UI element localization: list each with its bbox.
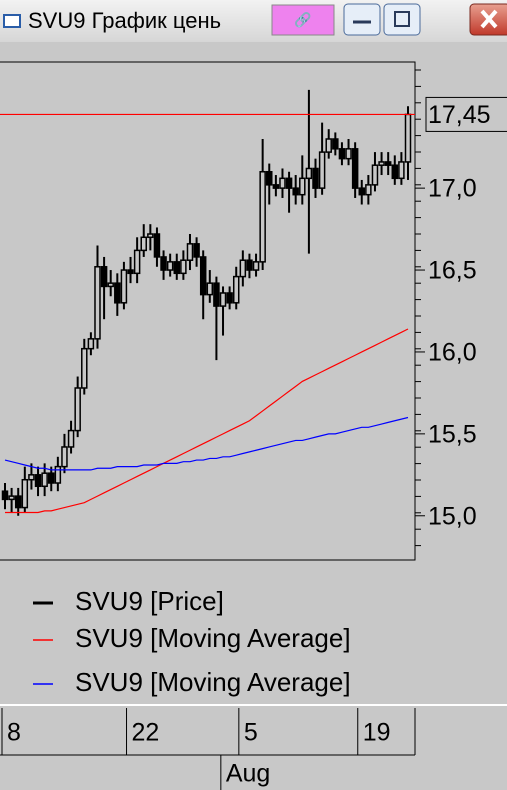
candle-body	[219, 292, 227, 307]
candle-body	[206, 282, 214, 296]
candle-body	[114, 282, 121, 304]
minimize-button[interactable]	[343, 3, 381, 36]
candle-body	[54, 465, 62, 484]
candle-body	[266, 171, 273, 186]
candle-body	[133, 249, 141, 275]
candle-body	[21, 478, 29, 509]
y-tick-label: 16,5	[428, 257, 477, 285]
candle-body	[94, 266, 101, 340]
legend-label: SVU9 [Moving Average]	[75, 667, 351, 697]
candle-body	[186, 243, 194, 261]
candle-body	[120, 269, 128, 304]
candle-body	[41, 472, 48, 488]
candle-body	[299, 177, 306, 196]
maximize-button[interactable]	[383, 3, 421, 36]
candle-body	[358, 187, 366, 196]
candle-body	[173, 261, 181, 275]
candle-body	[107, 282, 114, 288]
candle-body	[404, 113, 412, 163]
candle-body	[279, 177, 286, 189]
legend-label: SVU9 [Moving Average]	[75, 623, 351, 653]
candle-body	[166, 261, 174, 271]
x-tick-label: 5	[244, 719, 258, 747]
candle-body	[398, 161, 405, 180]
candle-body	[332, 138, 339, 150]
candle-body	[74, 387, 81, 432]
candle-body	[259, 171, 266, 263]
window-icon	[3, 14, 21, 28]
title-bar	[0, 0, 507, 42]
candle-body	[338, 148, 346, 160]
candle-body	[81, 347, 88, 389]
candle-body	[47, 472, 55, 484]
candle-body	[147, 233, 154, 239]
candle-body	[325, 138, 332, 153]
candle-body	[180, 259, 187, 275]
candle-body	[213, 282, 220, 307]
moving-average-line	[5, 328, 409, 514]
last-price-box	[425, 96, 507, 132]
candle-body	[239, 259, 247, 278]
candle-body	[14, 495, 22, 509]
candle-body	[232, 275, 240, 304]
candle-body	[345, 148, 352, 160]
x-tick-label: 22	[132, 719, 160, 747]
y-tick-label: 16,0	[428, 339, 477, 367]
x-tick-label: 19	[363, 719, 391, 747]
candle-body	[378, 161, 385, 166]
moving-average-line	[4, 416, 409, 471]
last-price-label: 17,45	[428, 101, 491, 129]
candle-body	[272, 184, 280, 189]
candle-body	[193, 243, 200, 258]
candle-body	[312, 167, 319, 189]
candle-body	[391, 164, 399, 180]
candle-body	[371, 164, 379, 186]
y-tick-label: 17,0	[428, 175, 477, 203]
candle-body	[365, 184, 372, 196]
x-tick-label: 8	[7, 719, 21, 747]
candle-body	[384, 161, 392, 166]
candle-body	[252, 261, 260, 271]
maximize-icon	[394, 11, 410, 27]
candle-body	[1, 490, 9, 501]
candle-body	[351, 148, 359, 189]
candle-body	[100, 266, 108, 288]
plot-area	[0, 61, 416, 561]
candle-body	[226, 292, 233, 304]
candle-body	[61, 446, 68, 468]
candle-body	[28, 474, 35, 481]
candle-body	[67, 429, 75, 448]
legend-label: SVU9 [Price]	[75, 586, 224, 616]
candle-body	[8, 495, 15, 501]
candle-body	[160, 256, 167, 271]
candle-body	[285, 177, 293, 189]
candle-body	[292, 187, 299, 196]
close-icon	[480, 9, 498, 29]
link-button[interactable]	[271, 4, 335, 36]
link-icon: 🔗	[294, 11, 312, 29]
candle-body	[127, 269, 134, 275]
candle-body	[140, 236, 147, 252]
candle-body	[153, 233, 161, 258]
candle-body	[199, 256, 207, 296]
y-tick-label: 15,0	[428, 502, 477, 530]
candle-body	[87, 338, 95, 350]
candle-body	[246, 259, 253, 271]
candle-body	[318, 151, 326, 189]
candle-body	[34, 474, 42, 488]
y-tick-label: 15,5	[428, 420, 477, 448]
month-label: Aug	[226, 760, 270, 788]
window-title: SVU9 График цень	[28, 8, 221, 33]
candle-body	[305, 167, 313, 180]
